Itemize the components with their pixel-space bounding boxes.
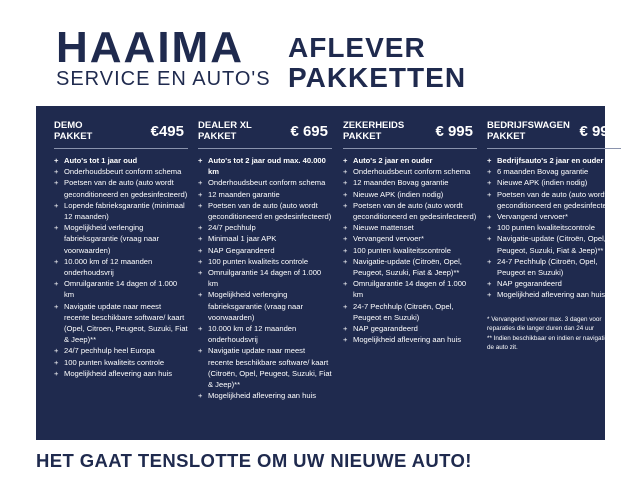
package-name: PAKKET [487,131,526,142]
feature-item: 6 maanden Bovag garantie [487,166,621,177]
package-header: DEMO PAKKET €495 [54,120,188,149]
feature-item: Mogelijkheid aflevering aan huis [487,289,621,300]
feature-item: Omruilgarantie 14 dagen of 1.000 km [198,267,332,289]
feature-item: Nieuwe APK (indien nodig) [487,177,621,188]
feature-item: 12 maanden Bovag garantie [343,177,477,188]
feature-item: NAP gegarandeerd [343,323,477,334]
footer: HET GAAT TENSLOTTE OM UW NIEUWE AUTO! [36,450,472,471]
feature-item: NAP Gegarandeerd [198,245,332,256]
feature-item: 100 punten kwaliteitscontrole [343,245,477,256]
feature-item: Navigatie update naar meest recente besc… [54,301,188,346]
feature-item: Auto's 2 jaar en ouder [343,155,477,166]
package-header: DEALER XL PAKKET € 695 [198,120,332,149]
package-name: PAKKET [198,131,237,142]
feature-item: 100 punten kwaliteits controle [198,256,332,267]
package-name: DEALER XL [198,120,252,131]
feature-item: Mogelijkheid verlenging fabrieksgarantie… [54,222,188,256]
feature-item: Navigatie update naar meest recente besc… [198,345,332,390]
package-name: PAKKET [343,131,382,142]
feature-item: 24-7 Pechhulp (Citroën, Opel, Peugeot en… [343,301,477,323]
feature-item: Mogelijkheid verlenging fabrieksgarantie… [198,289,332,323]
feature-item: Vervangend vervoer* [487,211,621,222]
headline-line: PAKKETTEN [288,62,467,93]
feature-item: Bedrijfsauto's 2 jaar en ouder [487,155,621,166]
feature-item: Nieuwe APK (indien nodig) [343,189,477,200]
package-price: € 995 [435,123,473,140]
headline-line: AFLEVER [288,32,426,63]
package-name: PAKKET [54,131,93,142]
package-price: € 995 [579,123,617,140]
feature-item: 100 punten kwaliteitscontrole [487,222,621,233]
package-name: DEMO [54,120,83,131]
feature-item: Auto's tot 2 jaar oud max. 40.000 km [198,155,332,177]
feature-item: 10.000 km of 12 maanden onderhoudsvrij [198,323,332,345]
feature-item: Mogelijkheid aflevering aan huis [198,390,332,401]
feature-item: Vervangend vervoer* [343,233,477,244]
logo: HAAIMA SERVICE EN AUTO'S [56,23,271,91]
feature-item: Nieuwe mattenset [343,222,477,233]
feature-item: Poetsen van de auto (auto wordt gecondit… [54,177,188,199]
headline: AFLEVER PAKKETTEN [288,33,466,93]
feature-item: 24/7 pechhulp [198,222,332,233]
feature-item: Mogelijkheid aflevering aan huis [343,334,477,345]
feature-item: Poetsen van de auto (auto wordt gecondit… [343,200,477,222]
package-price: € 695 [290,123,328,140]
feature-item: Onderhoudsbeurt conform schema [198,177,332,188]
brand: HAAIMA [56,23,244,72]
package-price: €495 [150,123,184,140]
feature-item: Onderhoudsbeurt conform schema [54,166,188,177]
feature-item: 10.000 km of 12 maanden onderhoudsvrij [54,256,188,278]
feature-item: Omruilgarantie 14 dagen of 1.000 km [343,278,477,300]
feature-list: Auto's tot 1 jaar oudOnderhoudsbeurt con… [54,155,188,379]
package-header: BEDRIJFSWAGEN PAKKET € 995 [487,120,621,149]
feature-item: Lopende fabrieksgarantie (minimaal 12 ma… [54,200,188,222]
feature-item: 100 punten kwaliteits controle [54,357,188,368]
feature-item: Poetsen van de auto (auto wordt gecondit… [487,189,621,211]
feature-list: Auto's 2 jaar en ouderOnderhoudsbeurt co… [343,155,477,346]
feature-item: Mogelijkheid aflevering aan huis [54,368,188,379]
footnotes: * Vervangend vervoer max. 3 dagen voor r… [487,315,621,353]
package-header: ZEKERHEIDS PAKKET € 995 [343,120,477,149]
package-name: BEDRIJFSWAGEN [487,120,570,131]
package-name: ZEKERHEIDS [343,120,405,131]
feature-item: 24/7 pechhulp heel Europa [54,345,188,356]
feature-item: 12 maanden garantie [198,189,332,200]
footnote: ** Indien beschikbaar en indien er navig… [487,334,615,352]
feature-item: Auto's tot 1 jaar oud [54,155,188,166]
feature-item: Onderhoudsbeurt conform schema [343,166,477,177]
feature-item: Minimaal 1 jaar APK [198,233,332,244]
footnote: * Vervangend vervoer max. 3 dagen voor r… [487,315,602,333]
feature-item: Navigatie-update (Citroën, Opel, Peugeot… [487,233,621,255]
feature-item: Navigatie-update (Citroën, Opel, Peugeot… [343,256,477,278]
feature-item: 24-7 Pechhulp (Citroën, Opel, Peugeot en… [487,256,621,278]
feature-item: NAP gegarandeerd [487,278,621,289]
feature-item: Poetsen van de auto (auto wordt gecondit… [198,200,332,222]
feature-list: Bedrijfsauto's 2 jaar en ouder6 maanden … [487,155,621,301]
brand-subtitle: SERVICE EN AUTO'S [56,68,271,90]
feature-list: Auto's tot 2 jaar oud max. 40.000 kmOnde… [198,155,332,402]
feature-item: Omruilgarantie 14 dagen of 1.000 km [54,278,188,300]
